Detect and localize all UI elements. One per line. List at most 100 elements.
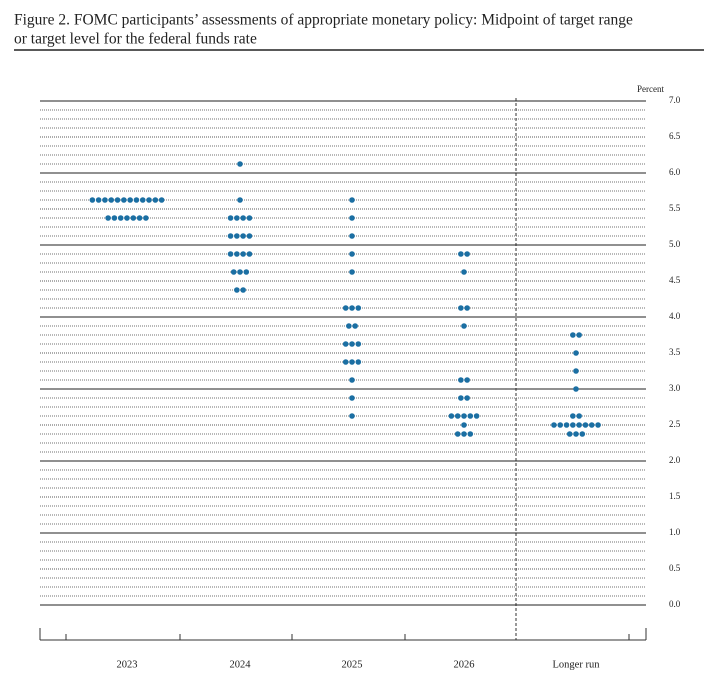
dot (573, 350, 579, 356)
x-tick-label: 2023 (117, 659, 138, 670)
dot (467, 431, 474, 437)
y-tick-label: 3.5 (669, 347, 681, 357)
y-tick-label: 1.0 (669, 527, 681, 537)
y-tick-label: 3.0 (669, 383, 681, 393)
chart-title: Figure 2. FOMC participants’ assessments… (14, 12, 633, 29)
dot (246, 233, 253, 239)
y-tick-label: 2.5 (669, 419, 681, 429)
x-tick-label: 2026 (454, 659, 475, 670)
dot (579, 431, 586, 437)
dot (158, 197, 165, 203)
dot (570, 332, 576, 338)
dot (143, 215, 149, 221)
dot (240, 215, 246, 221)
dot (130, 215, 137, 221)
dot (237, 161, 243, 167)
dot (563, 422, 570, 428)
dot (566, 431, 573, 437)
dot (349, 359, 355, 365)
dot (114, 197, 121, 203)
dot (349, 197, 355, 203)
dot (139, 197, 146, 203)
dot (349, 305, 355, 311)
dot (582, 422, 589, 428)
dot (349, 413, 355, 419)
x-tick-label: 2024 (230, 659, 252, 670)
dot (237, 269, 243, 275)
dot (349, 377, 355, 383)
dot (237, 197, 243, 203)
dot (349, 269, 355, 275)
y-tick-label: 7.0 (669, 95, 681, 105)
y-axis-label: Percent (637, 84, 664, 94)
chart-subtitle: or target level for the federal funds ra… (14, 31, 257, 48)
y-tick-label: 6.0 (669, 167, 681, 177)
dot (246, 215, 253, 221)
dot (234, 287, 240, 293)
y-tick-label: 0.5 (669, 563, 681, 573)
dot (458, 395, 464, 401)
x-tick-label: 2025 (342, 659, 363, 670)
dot (464, 305, 470, 311)
dot (464, 251, 470, 257)
dot (124, 215, 130, 221)
dot (234, 215, 240, 221)
dot (234, 233, 240, 239)
y-tick-label: 5.0 (669, 239, 681, 249)
dot (461, 431, 467, 437)
dot (108, 197, 115, 203)
y-tick-label: 6.5 (669, 131, 681, 141)
dot (576, 413, 582, 419)
dot (227, 233, 234, 239)
dot (352, 323, 358, 329)
dot (349, 251, 355, 257)
dot (557, 422, 564, 428)
dot (464, 395, 470, 401)
dot (349, 341, 355, 347)
dot (227, 251, 234, 257)
dot (454, 431, 461, 437)
dot (133, 197, 140, 203)
dot (355, 341, 362, 347)
dot (349, 215, 355, 221)
dot (473, 413, 480, 419)
y-tick-label: 0.0 (669, 599, 681, 609)
dot (243, 269, 250, 275)
dot (349, 395, 355, 401)
dot (461, 422, 467, 428)
dot (136, 215, 143, 221)
dot (246, 251, 253, 257)
dot (448, 413, 455, 419)
dot (461, 413, 467, 419)
dot (467, 413, 474, 419)
dot (105, 215, 111, 221)
dot (461, 269, 467, 275)
dot (342, 341, 349, 347)
dot (240, 233, 246, 239)
dot (227, 215, 234, 221)
y-tick-label: 5.5 (669, 203, 681, 213)
dot (570, 422, 576, 428)
y-tick-label: 1.5 (669, 491, 681, 501)
dot (121, 197, 127, 203)
dot (127, 197, 133, 203)
dot (458, 251, 464, 257)
dot (146, 197, 152, 203)
dot (240, 251, 246, 257)
dot (454, 413, 461, 419)
dot (573, 368, 579, 374)
dot (117, 215, 124, 221)
dot (95, 197, 102, 203)
dot (573, 386, 579, 392)
dot (576, 332, 582, 338)
y-tick-label: 2.0 (669, 455, 681, 465)
dot (349, 233, 355, 239)
dot (240, 287, 246, 293)
dot (89, 197, 96, 203)
dot (342, 305, 349, 311)
dot (152, 197, 159, 203)
y-tick-label: 4.5 (669, 275, 681, 285)
dot (573, 431, 579, 437)
dot (355, 359, 362, 365)
